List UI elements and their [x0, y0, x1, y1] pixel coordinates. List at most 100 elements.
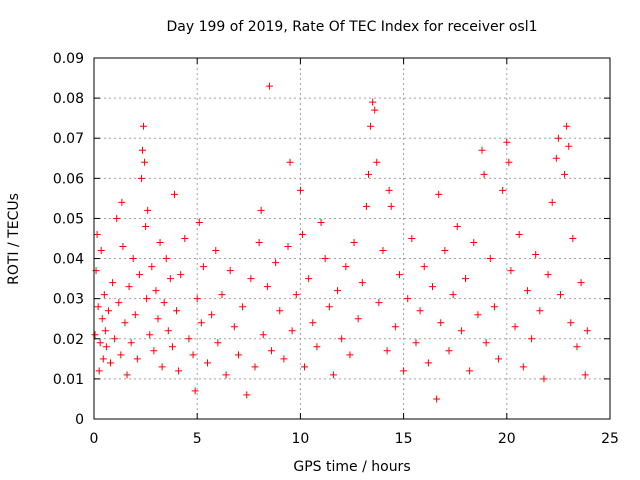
- data-point: [141, 158, 149, 166]
- data-point: [129, 255, 137, 263]
- data-point: [532, 251, 540, 259]
- data-point: [577, 279, 585, 287]
- data-point: [118, 198, 126, 206]
- data-point: [212, 247, 220, 255]
- data-point: [154, 315, 162, 323]
- data-point: [528, 335, 536, 343]
- data-point: [197, 319, 205, 327]
- data-point: [177, 271, 185, 279]
- data-point: [420, 263, 428, 271]
- data-point: [445, 347, 453, 355]
- data-point: [127, 339, 135, 347]
- data-point: [168, 343, 176, 351]
- data-point: [495, 355, 503, 363]
- data-points: [91, 82, 591, 403]
- data-point: [239, 303, 247, 311]
- data-point: [185, 335, 193, 343]
- data-point: [170, 190, 178, 198]
- data-point: [144, 206, 152, 214]
- data-point: [268, 347, 276, 355]
- data-point: [247, 275, 255, 283]
- data-point: [121, 319, 129, 327]
- data-point: [280, 355, 288, 363]
- data-point: [102, 343, 110, 351]
- y-tick-label: 0.01: [53, 372, 84, 388]
- data-point: [581, 371, 589, 379]
- data-point: [255, 239, 263, 247]
- data-point: [449, 291, 457, 299]
- data-point: [230, 323, 238, 331]
- data-point: [309, 319, 317, 327]
- x-axis: 0 5 10 15 20 25: [90, 58, 619, 447]
- data-point: [99, 355, 107, 363]
- y-tick-label: 0.09: [53, 51, 84, 67]
- data-point: [142, 222, 150, 230]
- data-point: [301, 363, 309, 371]
- data-point: [354, 315, 362, 323]
- data-point: [288, 327, 296, 335]
- data-point: [166, 275, 174, 283]
- grid-lines: [94, 58, 610, 419]
- data-point: [317, 218, 325, 226]
- data-point: [511, 323, 519, 331]
- data-point: [453, 222, 461, 230]
- data-point: [292, 291, 300, 299]
- data-point: [583, 327, 591, 335]
- data-point: [208, 311, 216, 319]
- data-point: [552, 154, 560, 162]
- data-point: [243, 391, 251, 399]
- data-point: [342, 263, 350, 271]
- data-point: [408, 235, 416, 242]
- data-point: [91, 331, 99, 339]
- data-point: [96, 339, 104, 347]
- data-point: [156, 239, 164, 247]
- x-tick-label: 15: [395, 431, 413, 447]
- data-point: [499, 186, 507, 194]
- data-point: [554, 134, 562, 142]
- data-point: [507, 267, 515, 275]
- data-point: [428, 283, 436, 291]
- data-point: [567, 319, 575, 327]
- data-point: [385, 186, 393, 194]
- data-point: [257, 206, 265, 214]
- data-point: [556, 291, 564, 299]
- data-point: [195, 218, 203, 226]
- data-point: [346, 351, 354, 359]
- data-point: [263, 283, 271, 291]
- y-tick-label: 0.08: [53, 91, 84, 107]
- data-point: [515, 230, 523, 238]
- y-tick-label: 0.04: [53, 252, 84, 268]
- data-point: [435, 190, 443, 198]
- data-point: [251, 363, 259, 371]
- data-point: [259, 331, 267, 339]
- data-point: [480, 170, 488, 178]
- data-point: [371, 106, 379, 114]
- data-point: [148, 263, 156, 271]
- data-point: [573, 343, 581, 351]
- data-point: [117, 351, 125, 359]
- data-point: [387, 202, 395, 210]
- data-point: [173, 307, 181, 315]
- data-point: [329, 371, 337, 379]
- data-point: [107, 359, 115, 367]
- data-point: [100, 291, 108, 299]
- y-tick-label: 0: [75, 412, 84, 428]
- data-point: [321, 255, 329, 263]
- data-point: [383, 347, 391, 355]
- data-point: [358, 279, 366, 287]
- data-point: [462, 275, 470, 283]
- y-tick-label: 0.03: [53, 292, 84, 308]
- data-point: [104, 307, 112, 315]
- data-point: [296, 186, 304, 194]
- data-point: [95, 367, 103, 375]
- data-point: [313, 343, 321, 351]
- data-point: [146, 331, 154, 339]
- x-tick-label: 20: [498, 431, 516, 447]
- data-point: [133, 355, 141, 363]
- data-point: [369, 98, 377, 106]
- data-point: [276, 307, 284, 315]
- x-tick-label: 5: [193, 431, 202, 447]
- data-point: [222, 371, 230, 379]
